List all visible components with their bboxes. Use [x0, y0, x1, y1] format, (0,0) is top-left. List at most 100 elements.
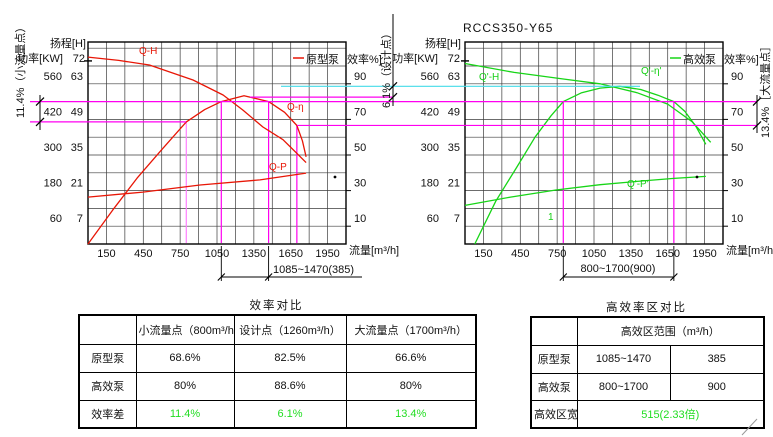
col-header-design: 设计点（1260m³/h）	[233, 314, 347, 345]
cell-highlight: 13.4%	[345, 399, 477, 429]
head-axis-label-left: 扬程[H]	[50, 36, 86, 50]
cell: 900	[669, 372, 765, 401]
high-eff-zone-label-left: 1085~1470(385)	[273, 264, 354, 276]
row-label: 高效区宽	[530, 399, 578, 429]
row-label: 高效泵	[78, 371, 137, 401]
x-tick-label: 1950	[315, 248, 339, 260]
chart-border	[87, 41, 347, 245]
efficiency-axis-label-left: 效率%]	[347, 52, 382, 66]
eff-tick-label: 50	[354, 142, 366, 154]
power-tick-label: 60	[50, 213, 62, 225]
table-header-row: 高效区范围（m³/h）	[530, 316, 765, 346]
curve-label-QH-prime: Q'-H	[479, 72, 499, 83]
cell-highlight: 515(2.33倍)	[576, 399, 765, 429]
head-tick-label: 7	[77, 213, 83, 225]
chart-border	[464, 41, 724, 245]
table-row: 高效泵 80% 88.6% 80%	[78, 371, 477, 401]
curve-label-QP: Q-P	[269, 162, 287, 173]
cell: 66.6%	[345, 343, 477, 373]
table-row: 高效泵 800~1700 900	[530, 372, 765, 401]
design-point-gap-label: 6.1%（设计点）	[380, 28, 393, 108]
curve-label-QP-prime: Q'-P'	[627, 179, 649, 190]
large-flow-gap-label: 13.4%［大流量点］	[758, 41, 772, 138]
flow-axis-label-left: 流量[m³/h]	[349, 243, 399, 257]
table-row: 原型泵 1085~1470 385	[530, 344, 765, 374]
x-tick-label: 450	[134, 248, 152, 260]
cell: 80%	[345, 371, 477, 401]
power-tick-label: 60	[427, 213, 439, 225]
cell: 800~1700	[576, 372, 671, 401]
head-tick-label: 49	[448, 106, 460, 118]
x-tick-label: 1650	[655, 248, 679, 260]
legend-high-eff-pump-label: 高效泵	[683, 52, 716, 66]
cell: 88.6%	[233, 371, 347, 401]
head-tick-label: 49	[71, 106, 83, 118]
zone-arrow-tick	[217, 273, 226, 281]
zone-arrow-tick	[264, 273, 273, 281]
eff-table-title: 效率对比	[249, 300, 304, 312]
x-tick-label: 1950	[692, 248, 716, 260]
curve-label-QH: Q-H	[139, 46, 157, 57]
row-label: 原型泵	[78, 343, 137, 373]
power-tick-label: 300	[44, 142, 62, 154]
dimension-tick	[388, 92, 398, 102]
pump-curve	[464, 62, 712, 143]
efficiency-comparison-table: 小流量点（800m³/h） 设计点（1260m³/h） 大流量点（1700m³/…	[78, 314, 477, 429]
power-tick-label: 420	[421, 106, 439, 118]
eff-tick-label: 70	[731, 106, 743, 118]
table-row: 原型泵 68.6% 82.5% 66.6%	[78, 343, 477, 373]
eff-tick-label: 90	[354, 71, 366, 83]
x-tick-label: 450	[511, 248, 529, 260]
col-header-small-flow: 小流量点（800m³/h）	[135, 314, 235, 345]
cell: 82.5%	[233, 343, 347, 373]
x-tick-label: 1350	[242, 248, 266, 260]
x-tick-label: 150	[97, 248, 115, 260]
cell: 1085~1470	[576, 344, 671, 374]
curve-label-Qeta-prime: Q'-η'	[641, 66, 662, 77]
power-tick-label: 180	[421, 178, 439, 190]
dimension-tick	[388, 81, 398, 91]
x-tick-label: 750	[548, 248, 566, 260]
corner-cell	[530, 316, 578, 346]
head-tick-label: 21	[71, 178, 83, 190]
power-tick-label: 420	[44, 106, 62, 118]
eff-tick-label: 70	[354, 106, 366, 118]
eff-tick-label: 30	[354, 178, 366, 190]
power-tick-label: 560	[44, 71, 62, 83]
end-dot	[333, 175, 337, 179]
zone-table-title: 高效率区对比	[606, 302, 687, 314]
eff-tick-label: 90	[731, 71, 743, 83]
corner-cell	[78, 314, 137, 345]
small-flow-gap-label: 11.4%（小流量点）	[13, 22, 27, 118]
power-tick-label: 300	[421, 142, 439, 154]
table-header-row: 小流量点（800m³/h） 设计点（1260m³/h） 大流量点（1700m³/…	[78, 314, 477, 345]
pump-curve	[87, 172, 307, 198]
power-tick-label: 560	[421, 71, 439, 83]
head-tick-label: 63	[71, 71, 83, 83]
head-tick-label: 7	[454, 213, 460, 225]
table-row: 效率差 11.4% 6.1% 13.4%	[78, 399, 477, 429]
curve-label-Qeta: Q-η	[287, 102, 304, 113]
pump-curve	[464, 175, 706, 207]
legend-original-pump-label: 原型泵	[306, 52, 339, 66]
row-label: 原型泵	[530, 344, 578, 374]
head-tick-label: 35	[448, 142, 460, 154]
head-tick-label: 63	[448, 71, 460, 83]
power-tick-label: 180	[44, 178, 62, 190]
zone-arrow-tick	[669, 273, 678, 281]
eff-tick-label: 30	[731, 178, 743, 190]
x-tick-label: 750	[171, 248, 189, 260]
power-axis-label-right: 功率[KW]	[392, 51, 438, 65]
col-header-large-flow: 大流量点（1700m³/h）	[345, 314, 477, 345]
table-row: 高效区宽 515(2.33倍)	[530, 399, 765, 429]
point-label-one: 1	[548, 212, 554, 223]
x-tick-label: 1050	[205, 248, 229, 260]
high-eff-zone-table: 高效区范围（m³/h） 原型泵 1085~1470 385 高效泵 800~17…	[530, 316, 765, 429]
x-tick-label: 1050	[582, 248, 606, 260]
head-max-label-left: 72	[73, 53, 85, 65]
row-label: 效率差	[78, 399, 137, 429]
cell: 80%	[135, 371, 235, 401]
eff-tick-label: 50	[731, 142, 743, 154]
